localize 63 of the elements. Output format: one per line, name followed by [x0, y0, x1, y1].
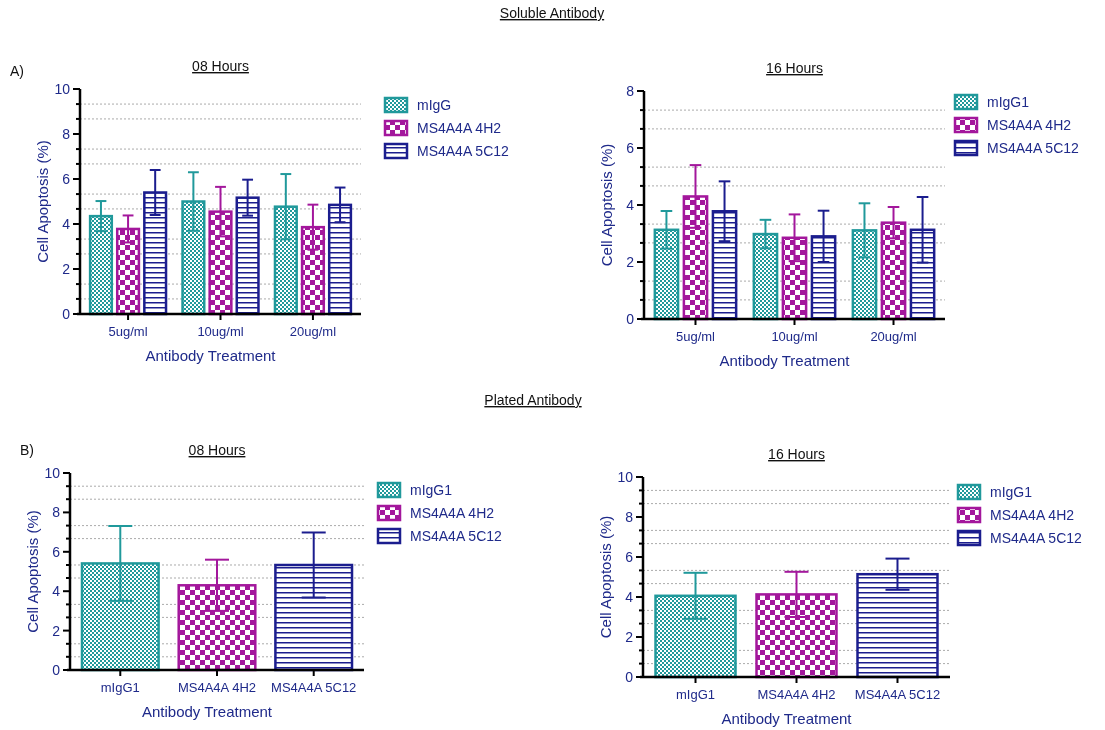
text: Plated Antibody [484, 392, 582, 408]
y-tick-label: 4 [625, 588, 634, 605]
y-axis-title: Cell Apoptosis (%) [598, 143, 615, 267]
y-tick-label: 0 [62, 305, 71, 322]
legend-label: mIgG1 [990, 483, 1033, 500]
y-tick-label: 8 [52, 504, 61, 521]
y-tick-label: 0 [626, 310, 635, 327]
y-tick-label: 0 [52, 661, 61, 678]
y-tick-label: 8 [62, 125, 71, 142]
y-tick-label: 2 [52, 622, 61, 639]
text: B) [20, 442, 34, 458]
legend-label: MS4A4A 5C12 [410, 527, 503, 544]
y-tick-label: 6 [62, 170, 71, 187]
legend-label: mIgG1 [410, 481, 453, 498]
y-tick-label: 6 [625, 548, 634, 565]
y-axis-title: Cell Apoptosis (%) [24, 510, 41, 633]
x-tick-label: 5ug/ml [108, 324, 148, 339]
legend-label: MS4A4A 5C12 [417, 142, 510, 159]
x-axis-title: Antibody Treatment [719, 352, 851, 369]
legend-label: MS4A4A 5C12 [987, 139, 1080, 156]
x-axis-title: Antibody Treatment [145, 347, 277, 364]
y-tick-label: 4 [626, 196, 635, 213]
chart-title: 08 Hours [188, 442, 246, 458]
text: Soluble Antibody [499, 5, 605, 21]
x-tick-label: 10ug/ml [771, 329, 818, 344]
y-tick-label: 8 [625, 508, 634, 525]
x-tick-label: MS4A4A 4H2 [177, 680, 257, 695]
text: A) [10, 63, 24, 79]
x-tick-label: 5ug/ml [675, 329, 716, 344]
chart-title: 08 Hours [192, 58, 249, 74]
legend-label: MS4A4A 4H2 [987, 116, 1072, 133]
x-axis-title: Antibody Treatment [141, 703, 273, 720]
y-tick-label: 6 [626, 139, 635, 156]
x-tick-label: 10ug/ml [197, 324, 244, 339]
y-axis-title: Cell Apoptosis (%) [597, 515, 614, 639]
y-tick-label: 2 [62, 260, 71, 277]
y-tick-label: 8 [626, 82, 635, 99]
y-tick-label: 10 [617, 468, 634, 485]
x-tick-label: MS4A4A 5C12 [271, 680, 357, 695]
chart-title: 16 Hours [766, 60, 823, 76]
x-tick-label: MS4A4A 5C12 [854, 687, 941, 702]
x-tick-label: MS4A4A 4H2 [757, 687, 836, 702]
legend-label: MS4A4A 5C12 [990, 529, 1083, 546]
y-tick-label: 6 [52, 543, 61, 560]
x-axis-title: Antibody Treatment [721, 710, 853, 727]
x-tick-label: mIgG1 [676, 687, 716, 702]
legend-label: mIgG [417, 96, 452, 113]
y-tick-label: 2 [625, 628, 634, 645]
y-tick-label: 4 [62, 215, 71, 232]
legend-label: MS4A4A 4H2 [990, 506, 1075, 523]
chart-title: 16 Hours [768, 446, 825, 462]
y-tick-label: 10 [44, 464, 61, 481]
y-tick-label: 10 [54, 80, 71, 97]
legend-label: mIgG1 [987, 93, 1030, 110]
x-tick-label: 20ug/ml [870, 329, 917, 344]
legend-label: MS4A4A 4H2 [417, 119, 502, 136]
x-tick-label: mIgG1 [100, 680, 140, 695]
y-tick-label: 4 [52, 583, 61, 600]
y-tick-label: 2 [626, 253, 635, 270]
x-tick-label: 20ug/ml [289, 324, 337, 339]
legend-label: MS4A4A 4H2 [410, 504, 495, 521]
y-axis-title: Cell Apoptosis (%) [34, 140, 51, 263]
y-tick-label: 0 [625, 668, 634, 685]
